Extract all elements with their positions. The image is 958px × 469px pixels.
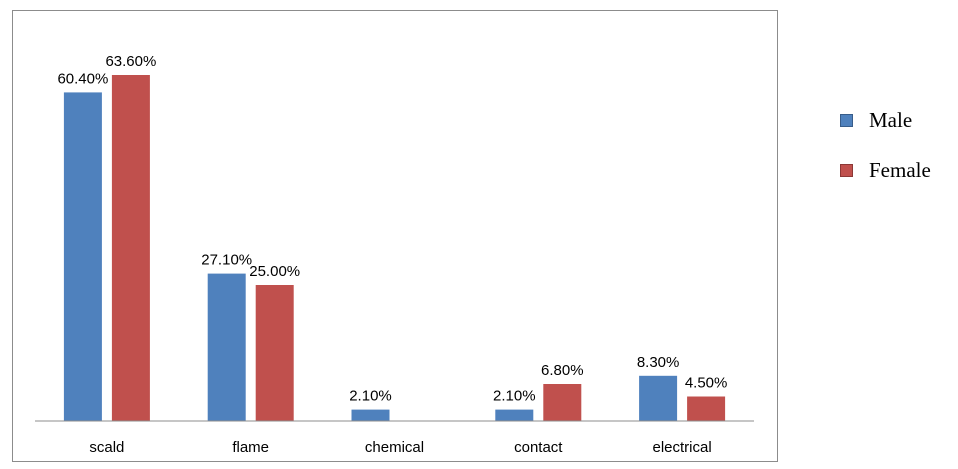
data-label-male-chemical: 2.10% xyxy=(349,388,392,405)
x-tick-label-contact: contact xyxy=(514,439,563,456)
x-tick-label-flame: flame xyxy=(232,439,269,456)
bars-layer xyxy=(63,75,726,422)
bar-female-scald xyxy=(111,75,150,421)
data-label-male-flame: 27.10% xyxy=(201,252,252,269)
labels-layer: 60.40%63.60% scald 27.10%25.00% flame 2.10% c… xyxy=(57,53,727,456)
data-label-male-contact: 2.10% xyxy=(493,388,536,405)
data-label-female-scald: 63.60% xyxy=(105,53,156,70)
legend-label-female: Female xyxy=(869,158,931,182)
chart-frame xyxy=(12,10,778,462)
bar-female-electrical xyxy=(687,396,726,421)
data-label-female-contact: 6.80% xyxy=(541,362,584,379)
bar-male-chemical xyxy=(351,409,390,421)
bar-female-contact xyxy=(543,384,582,421)
data-label-male-scald: 60.40% xyxy=(57,70,108,87)
bar-male-contact xyxy=(495,409,534,421)
data-label-male-electrical: 8.30% xyxy=(637,354,680,371)
legend-label-male: Male xyxy=(869,108,913,132)
x-tick-label-scald: scald xyxy=(89,439,124,456)
bar-male-scald xyxy=(63,92,102,422)
bar-female-flame xyxy=(255,285,294,421)
legend-item-male: Male xyxy=(840,108,912,133)
bar-male-electrical xyxy=(639,375,678,421)
data-label-female-electrical: 4.50% xyxy=(685,375,728,392)
x-tick-label-electrical: electrical xyxy=(653,439,712,456)
legend-swatch-male xyxy=(840,114,853,127)
legend-swatch-female xyxy=(840,164,853,177)
x-tick-label-chemical: chemical xyxy=(365,439,424,456)
bar-male-flame xyxy=(207,273,246,421)
legend-item-female: Female xyxy=(840,158,931,183)
data-label-female-flame: 25.00% xyxy=(249,263,300,280)
